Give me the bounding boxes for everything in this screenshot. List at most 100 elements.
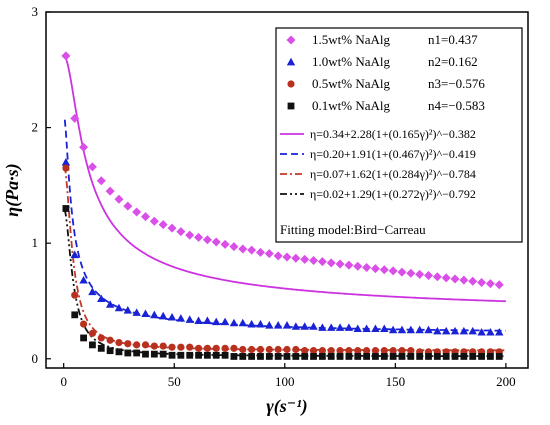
data-point-series-2 xyxy=(309,322,318,330)
data-point-series-2 xyxy=(344,323,354,331)
x-axis-title: γ(s⁻¹) xyxy=(266,396,307,417)
data-point-series-3 xyxy=(230,344,238,352)
data-point-series-3 xyxy=(248,345,256,354)
data-point-series-2 xyxy=(88,287,97,296)
data-point-series-3 xyxy=(133,341,141,349)
data-point-series-3 xyxy=(239,345,247,354)
data-point-series-2 xyxy=(362,324,371,333)
data-point-series-3 xyxy=(97,334,105,342)
y-tick-label: 2 xyxy=(32,120,39,135)
data-point-series-4 xyxy=(469,353,477,360)
data-point-series-1 xyxy=(335,259,345,269)
data-point-series-1 xyxy=(362,262,372,272)
legend-fit-label: η=0.34+2.28(1+(0.165γ)²)^−0.382 xyxy=(310,127,476,141)
data-point-series-4 xyxy=(221,351,229,359)
data-point-series-1 xyxy=(415,269,425,279)
data-point-series-2 xyxy=(238,318,247,327)
data-point-series-1 xyxy=(397,267,407,277)
data-point-series-4 xyxy=(451,353,459,360)
data-point-series-4 xyxy=(336,353,344,360)
data-point-series-4 xyxy=(380,353,388,360)
data-point-series-2 xyxy=(371,324,380,333)
data-point-series-4 xyxy=(186,351,194,359)
data-point-series-1 xyxy=(353,261,363,271)
data-point-series-4 xyxy=(62,205,70,212)
legend-n-value: n3=−0.576 xyxy=(428,76,485,91)
data-point-series-3 xyxy=(221,344,229,352)
data-point-series-4 xyxy=(283,353,291,360)
data-point-series-4 xyxy=(398,353,406,360)
data-point-series-1 xyxy=(300,254,310,264)
data-point-series-3 xyxy=(371,347,380,355)
data-point-series-1 xyxy=(468,276,478,286)
x-tick-label: 200 xyxy=(496,374,516,389)
data-point-series-2 xyxy=(256,319,265,328)
data-point-series-2 xyxy=(300,322,309,330)
data-point-series-3 xyxy=(354,347,362,355)
data-point-series-2 xyxy=(229,318,239,327)
legend-marker xyxy=(287,80,295,88)
data-point-series-2 xyxy=(141,309,150,318)
data-marks xyxy=(61,51,506,360)
data-point-series-3 xyxy=(398,347,406,355)
data-point-series-4 xyxy=(274,353,282,360)
data-point-series-1 xyxy=(140,212,150,222)
data-point-series-3 xyxy=(301,347,309,355)
data-point-series-4 xyxy=(310,353,317,360)
data-point-series-1 xyxy=(220,239,230,249)
data-point-series-4 xyxy=(389,353,397,360)
data-point-series-3 xyxy=(106,336,114,344)
data-point-series-2 xyxy=(450,326,460,335)
data-point-series-1 xyxy=(450,274,460,284)
data-point-series-1 xyxy=(291,253,301,263)
data-point-series-2 xyxy=(247,319,256,328)
data-point-series-2 xyxy=(327,323,336,331)
data-point-series-4 xyxy=(460,353,468,360)
x-tick-label: 150 xyxy=(386,374,406,389)
data-point-series-1 xyxy=(202,235,212,245)
data-point-series-2 xyxy=(97,294,106,303)
data-point-series-3 xyxy=(407,347,415,355)
data-point-series-3 xyxy=(186,343,194,351)
data-point-series-3 xyxy=(212,344,220,352)
data-point-series-2 xyxy=(114,303,124,312)
data-point-series-3 xyxy=(177,343,185,351)
data-point-series-2 xyxy=(388,325,398,334)
data-point-series-2 xyxy=(167,312,177,321)
legend-marker xyxy=(286,57,296,66)
data-point-series-2 xyxy=(212,317,221,326)
data-point-series-1 xyxy=(114,194,124,204)
data-point-series-4 xyxy=(327,353,335,360)
data-point-series-1 xyxy=(87,162,97,172)
data-point-series-1 xyxy=(379,265,389,275)
data-point-series-4 xyxy=(292,353,300,360)
data-point-series-3 xyxy=(194,344,203,352)
data-point-series-3 xyxy=(159,342,167,350)
data-point-series-1 xyxy=(194,232,204,242)
data-point-series-3 xyxy=(265,345,273,354)
data-point-series-3 xyxy=(274,345,282,354)
data-point-series-2 xyxy=(397,325,407,334)
data-point-series-2 xyxy=(61,158,71,166)
data-point-series-4 xyxy=(318,353,326,360)
legend: 1.5wt% NaAlg n1=0.437 1.0wt% NaAlg n2=0.162… xyxy=(275,27,523,243)
data-point-series-3 xyxy=(283,345,291,354)
data-point-series-4 xyxy=(239,353,247,360)
data-point-series-3 xyxy=(115,338,123,347)
data-point-series-2 xyxy=(486,327,495,336)
data-point-series-1 xyxy=(61,51,71,61)
data-point-series-2 xyxy=(282,321,292,329)
data-point-series-1 xyxy=(96,176,106,186)
data-point-series-4 xyxy=(433,353,441,360)
data-point-series-3 xyxy=(309,347,318,355)
data-point-series-1 xyxy=(477,277,487,287)
data-point-series-4 xyxy=(257,353,264,360)
data-point-series-4 xyxy=(425,353,432,360)
data-point-series-2 xyxy=(291,322,301,330)
data-point-series-4 xyxy=(168,351,176,359)
data-point-series-4 xyxy=(363,353,370,360)
axes: 0 50 100 150 200 0 1 2 3 xyxy=(32,4,529,389)
data-point-series-2 xyxy=(123,306,133,314)
data-point-series-1 xyxy=(238,244,248,254)
data-point-series-1 xyxy=(309,256,319,266)
